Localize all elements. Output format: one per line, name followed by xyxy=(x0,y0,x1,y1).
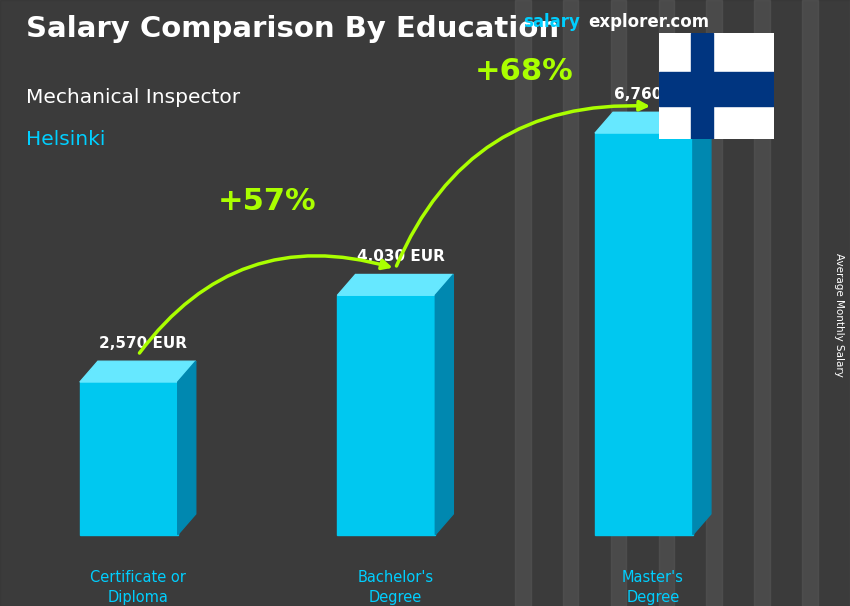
Text: 4,030 EUR: 4,030 EUR xyxy=(357,249,445,264)
Polygon shape xyxy=(337,275,453,295)
Bar xyxy=(706,0,722,606)
Text: Helsinki: Helsinki xyxy=(26,130,105,149)
Polygon shape xyxy=(80,361,196,382)
Bar xyxy=(80,382,178,534)
Text: Salary Comparison By Education: Salary Comparison By Education xyxy=(26,15,558,43)
Text: Master's
Degree: Master's Degree xyxy=(622,570,684,605)
Text: +68%: +68% xyxy=(475,57,574,86)
Bar xyxy=(659,72,774,105)
Polygon shape xyxy=(595,112,711,133)
Text: salary: salary xyxy=(523,13,580,32)
Bar xyxy=(595,133,693,534)
Bar xyxy=(337,295,435,534)
Polygon shape xyxy=(693,112,711,534)
Bar xyxy=(659,0,674,606)
Polygon shape xyxy=(435,275,453,534)
Bar xyxy=(515,0,530,606)
Text: Average Monthly Salary: Average Monthly Salary xyxy=(834,253,844,377)
Text: 6,760 EUR: 6,760 EUR xyxy=(614,87,702,102)
Bar xyxy=(690,33,713,139)
Bar xyxy=(754,0,770,606)
Bar xyxy=(802,0,818,606)
Text: explorer: explorer xyxy=(588,13,667,32)
Text: Certificate or
Diploma: Certificate or Diploma xyxy=(90,570,186,605)
Text: Bachelor's
Degree: Bachelor's Degree xyxy=(357,570,434,605)
Bar xyxy=(611,0,626,606)
Bar xyxy=(563,0,579,606)
Text: .com: .com xyxy=(665,13,710,32)
Text: +57%: +57% xyxy=(218,187,316,216)
Text: 2,570 EUR: 2,570 EUR xyxy=(99,336,187,350)
Text: Mechanical Inspector: Mechanical Inspector xyxy=(26,88,240,107)
Polygon shape xyxy=(178,361,196,534)
